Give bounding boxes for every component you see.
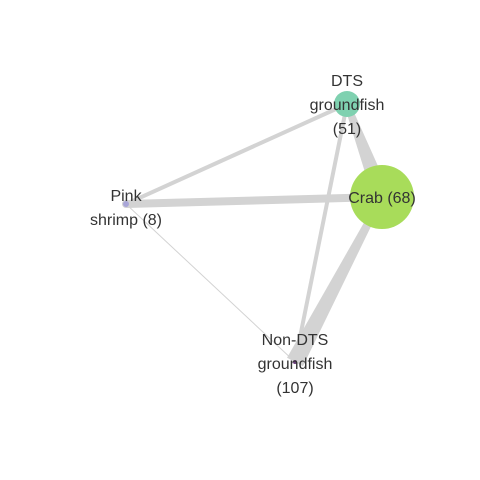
- node-label-pink: Pink shrimp (8): [90, 188, 162, 229]
- node-label-line: (51): [333, 121, 361, 138]
- edge-crab-nondts: [287, 195, 385, 367]
- node-label-line: Non-DTS: [262, 332, 329, 349]
- node-label-nondts: Non-DTS groundfish (107): [258, 332, 333, 397]
- node-label-line: groundfish: [258, 356, 333, 373]
- node-pink: [123, 201, 129, 207]
- node-layer: [123, 91, 414, 364]
- edge-dts-nondts: [293, 102, 349, 364]
- edge-layer: [122, 102, 391, 367]
- edge-pink-nondts: [125, 203, 296, 363]
- node-nondts: [293, 360, 297, 364]
- node-label-crab: Crab (68): [348, 190, 416, 207]
- node-label-line: DTS: [331, 73, 363, 90]
- node-dts: [334, 91, 360, 117]
- node-label-line: (107): [276, 380, 313, 397]
- node-label-dts: DTS groundfish (51): [310, 73, 385, 138]
- label-layer: DTS groundfish (51) Crab (68) Pink shrimp (8)…: [90, 73, 416, 397]
- node-crab: [350, 165, 414, 229]
- node-label-line: shrimp (8): [90, 212, 162, 229]
- edge-pink-crab: [122, 193, 386, 208]
- node-label-line: Crab (68): [348, 190, 416, 207]
- node-label-line: groundfish: [310, 97, 385, 114]
- node-label-line: Pink: [110, 188, 142, 205]
- edge-pink-dts: [124, 102, 349, 206]
